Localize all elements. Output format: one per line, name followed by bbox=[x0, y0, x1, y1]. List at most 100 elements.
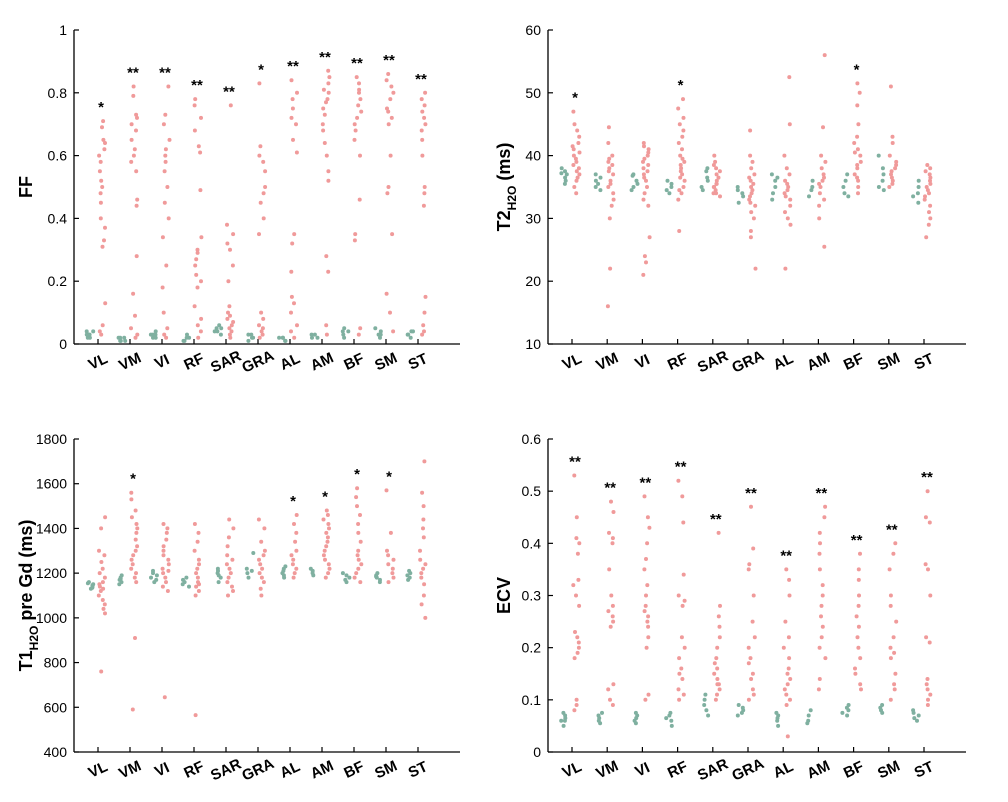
patient-point bbox=[889, 175, 894, 180]
patient-point bbox=[419, 575, 424, 580]
patient-point bbox=[290, 241, 295, 246]
patient-point bbox=[787, 75, 792, 80]
patient-point bbox=[129, 159, 134, 164]
control-point bbox=[378, 335, 382, 340]
patient-point bbox=[855, 81, 860, 86]
patient-point bbox=[644, 593, 648, 598]
patient-point bbox=[325, 513, 330, 517]
patient-point bbox=[747, 562, 752, 567]
control-point bbox=[245, 571, 250, 576]
patient-point bbox=[680, 156, 685, 161]
control-point bbox=[702, 697, 707, 702]
patient-point bbox=[606, 141, 611, 145]
control-point bbox=[154, 573, 159, 578]
patient-point bbox=[571, 147, 576, 152]
patient-point bbox=[784, 692, 789, 697]
patient-point bbox=[642, 191, 647, 196]
patient-point bbox=[817, 530, 822, 535]
patient-point bbox=[788, 222, 793, 227]
x-tick-label: VM bbox=[116, 349, 144, 374]
x-tick-label: BF bbox=[841, 350, 866, 374]
patient-point bbox=[577, 150, 582, 155]
x-tick-label: AL bbox=[277, 758, 302, 782]
patient-point bbox=[887, 185, 892, 189]
control-point bbox=[881, 172, 886, 177]
control-point bbox=[776, 723, 781, 728]
control-point bbox=[315, 335, 320, 340]
control-point bbox=[153, 335, 158, 340]
control-point bbox=[310, 335, 314, 340]
patient-point bbox=[385, 106, 389, 111]
patient-point bbox=[647, 235, 652, 240]
control-point bbox=[249, 568, 254, 573]
control-point bbox=[154, 577, 159, 582]
patient-point bbox=[129, 490, 134, 495]
patient-point bbox=[606, 169, 611, 174]
patient-point bbox=[229, 323, 234, 328]
patient-point bbox=[577, 134, 582, 139]
x-tick-label: VI bbox=[632, 351, 652, 372]
patient-point bbox=[326, 68, 331, 73]
patient-point bbox=[677, 656, 682, 661]
patient-point bbox=[680, 677, 685, 681]
patient-point bbox=[680, 134, 685, 139]
patient-point bbox=[644, 557, 648, 561]
control-point bbox=[217, 323, 222, 328]
patient-point bbox=[134, 522, 139, 526]
patient-point bbox=[164, 335, 169, 340]
control-point bbox=[916, 185, 921, 189]
patient-point bbox=[605, 304, 610, 309]
x-tick-label: AM bbox=[308, 757, 336, 782]
control-point bbox=[703, 692, 708, 697]
patient-point bbox=[820, 624, 825, 629]
patient-point bbox=[751, 692, 756, 697]
control-point bbox=[91, 329, 96, 334]
patient-point bbox=[646, 635, 651, 640]
patient-point bbox=[610, 614, 615, 619]
patient-point bbox=[751, 216, 756, 221]
patient-point bbox=[103, 141, 107, 145]
patient-point bbox=[817, 567, 822, 572]
patient-point bbox=[162, 695, 167, 700]
y-tick-label: 1600 bbox=[36, 476, 67, 492]
control-point bbox=[702, 703, 707, 707]
y-axis-label-suffix: pre Gd (ms) bbox=[16, 520, 36, 626]
patient-point bbox=[261, 216, 266, 221]
patient-point bbox=[783, 266, 788, 271]
patient-point bbox=[390, 571, 395, 576]
patient-point bbox=[817, 677, 822, 681]
patient-point bbox=[572, 708, 577, 713]
x-tick-label: ST bbox=[406, 350, 431, 374]
patient-point bbox=[326, 269, 331, 274]
patient-point bbox=[195, 566, 200, 571]
y-axis-label-main: T1 bbox=[16, 650, 36, 671]
patient-point bbox=[822, 175, 826, 180]
patient-point bbox=[227, 304, 232, 309]
patient-point bbox=[856, 185, 861, 189]
y-tick-label: 1200 bbox=[36, 565, 67, 581]
y-tick-label: 600 bbox=[44, 699, 68, 715]
patient-point bbox=[165, 326, 170, 331]
patient-point bbox=[99, 332, 104, 337]
patient-point bbox=[820, 178, 825, 183]
patient-point bbox=[262, 526, 267, 531]
patient-point bbox=[679, 635, 684, 640]
control-point bbox=[629, 188, 634, 193]
patient-point bbox=[678, 175, 683, 180]
patient-point bbox=[97, 571, 102, 576]
patient-point bbox=[889, 169, 894, 174]
patient-point bbox=[816, 687, 821, 692]
patient-point bbox=[856, 603, 861, 608]
patient-point bbox=[356, 548, 361, 553]
patient-point bbox=[354, 75, 359, 80]
control-point bbox=[281, 335, 285, 340]
patient-point bbox=[676, 478, 681, 483]
patient-point bbox=[751, 546, 756, 551]
patient-point bbox=[327, 75, 332, 80]
control-point bbox=[841, 185, 846, 189]
control-point bbox=[563, 169, 567, 174]
x-tick-label: SM bbox=[372, 349, 400, 374]
y-axis-label-suffix: (ms) bbox=[494, 143, 514, 186]
patient-point bbox=[749, 677, 754, 681]
patient-point bbox=[326, 169, 331, 174]
